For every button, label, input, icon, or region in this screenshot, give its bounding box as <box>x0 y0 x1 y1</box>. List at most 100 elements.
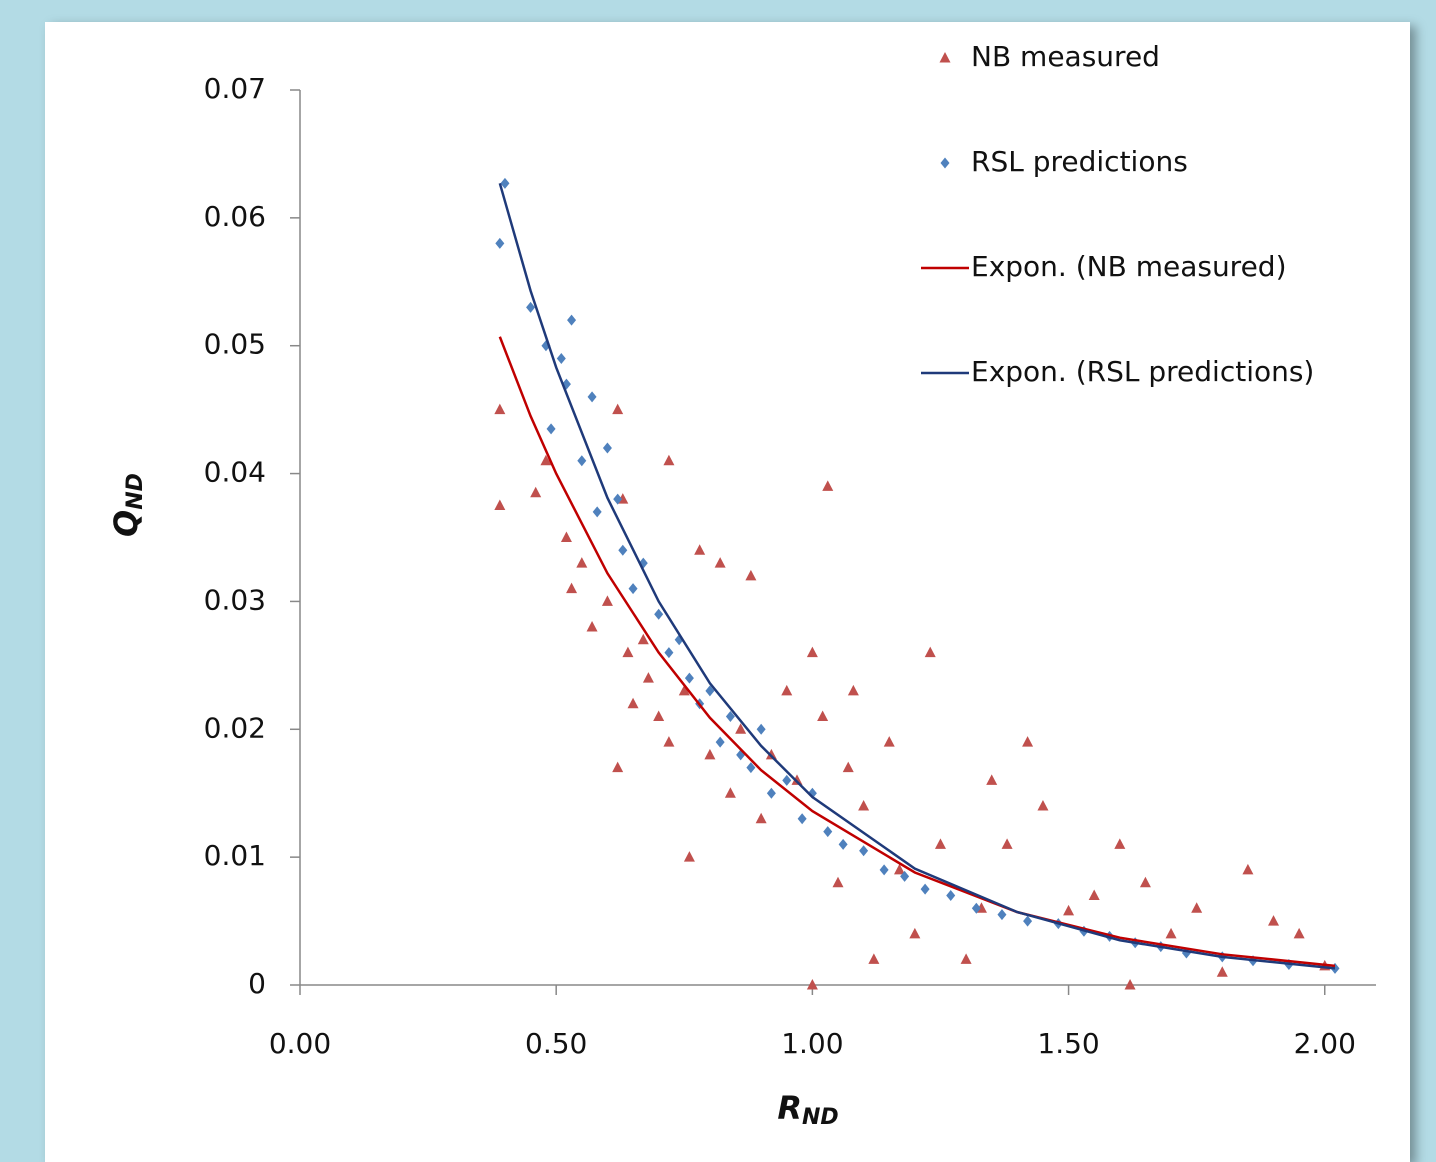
data-point <box>1191 902 1203 913</box>
data-point <box>705 685 715 697</box>
data-point <box>654 608 664 620</box>
data-point <box>613 493 623 505</box>
data-point <box>601 595 613 606</box>
data-point <box>494 403 506 415</box>
trend-line <box>498 336 1336 968</box>
x-tick-label: 0.00 <box>269 1027 331 1060</box>
data-point <box>960 953 972 964</box>
data-point <box>612 403 624 415</box>
data-point <box>766 787 776 799</box>
legend-label: Expon. (NB measured) <box>971 250 1287 283</box>
data-point <box>832 876 844 888</box>
data-point <box>1023 915 1033 927</box>
data-point <box>526 301 536 313</box>
data-point <box>664 647 674 659</box>
data-point <box>715 736 725 748</box>
data-point <box>879 864 889 876</box>
y-tick-label: 0.06 <box>204 200 266 233</box>
data-point <box>868 953 880 964</box>
data-point <box>858 800 870 811</box>
data-point <box>546 423 556 435</box>
data-point <box>592 506 602 518</box>
data-point <box>1001 838 1013 849</box>
data-point <box>694 544 706 555</box>
data-point <box>556 353 566 364</box>
data-point <box>781 684 793 696</box>
chart-panel <box>45 22 1410 1162</box>
x-axis-title-sub: ND <box>802 1105 839 1130</box>
data-point <box>714 557 726 568</box>
data-point <box>971 902 981 914</box>
data-point <box>900 870 910 882</box>
y-tick-label: 0.05 <box>204 328 266 361</box>
data-point <box>1063 904 1075 916</box>
data-point <box>495 237 505 249</box>
data-point <box>530 486 542 498</box>
data-point <box>997 909 1007 921</box>
legend-label: RSL predictions <box>971 145 1188 178</box>
data-point <box>1037 800 1049 811</box>
y-axis-title-sub: ND <box>123 473 148 510</box>
data-point <box>577 455 587 467</box>
data-point <box>704 748 716 760</box>
y-tick-label: 0.01 <box>204 839 266 872</box>
x-axis-title: RND <box>777 1089 838 1130</box>
data-point <box>791 774 803 785</box>
trend-line <box>498 182 1336 970</box>
data-point <box>1124 979 1136 990</box>
data-point <box>883 736 895 747</box>
data-point <box>663 736 675 747</box>
data-point <box>920 883 930 895</box>
data-point <box>724 787 736 798</box>
data-point <box>823 826 833 838</box>
y-tick-label: 0.04 <box>204 456 266 489</box>
y-tick-label: 0.03 <box>204 583 266 616</box>
data-point <box>745 569 757 581</box>
data-point <box>893 863 905 875</box>
data-point <box>1022 736 1034 747</box>
data-point <box>494 499 506 511</box>
data-point <box>637 633 649 645</box>
data-point <box>756 723 766 735</box>
data-point <box>986 774 998 785</box>
data-point <box>847 684 859 696</box>
data-point <box>627 697 639 709</box>
legend-swatch <box>940 157 950 169</box>
data-point <box>567 314 577 326</box>
data-point <box>838 838 848 850</box>
data-point <box>612 761 624 773</box>
data-point <box>842 761 854 773</box>
data-point <box>586 621 598 632</box>
data-point <box>1114 838 1126 849</box>
data-point <box>909 927 921 939</box>
x-tick-label: 1.50 <box>1037 1027 1099 1060</box>
data-point <box>797 813 807 825</box>
data-point <box>946 890 956 901</box>
data-point <box>576 557 588 568</box>
y-axis-title: QND <box>107 473 148 537</box>
data-point <box>622 646 634 658</box>
data-point <box>746 762 756 774</box>
data-point <box>683 851 695 862</box>
data-point <box>782 774 792 786</box>
data-point <box>1139 876 1151 888</box>
y-tick-label: 0.07 <box>204 72 266 105</box>
data-point <box>755 812 767 824</box>
data-point <box>587 391 597 403</box>
data-point <box>560 531 572 542</box>
data-point <box>663 454 675 466</box>
data-point <box>817 710 829 721</box>
x-tick-label: 1.00 <box>781 1027 843 1060</box>
y-tick-label: 0.02 <box>204 711 266 744</box>
data-point <box>642 672 654 683</box>
data-point <box>684 672 694 684</box>
data-point <box>1293 927 1305 939</box>
x-axis-title-main: R <box>777 1089 802 1127</box>
data-point <box>735 723 747 734</box>
data-point <box>540 454 552 466</box>
data-point <box>678 684 690 696</box>
x-tick-label: 0.50 <box>525 1027 587 1060</box>
legend-label: NB measured <box>971 40 1160 73</box>
